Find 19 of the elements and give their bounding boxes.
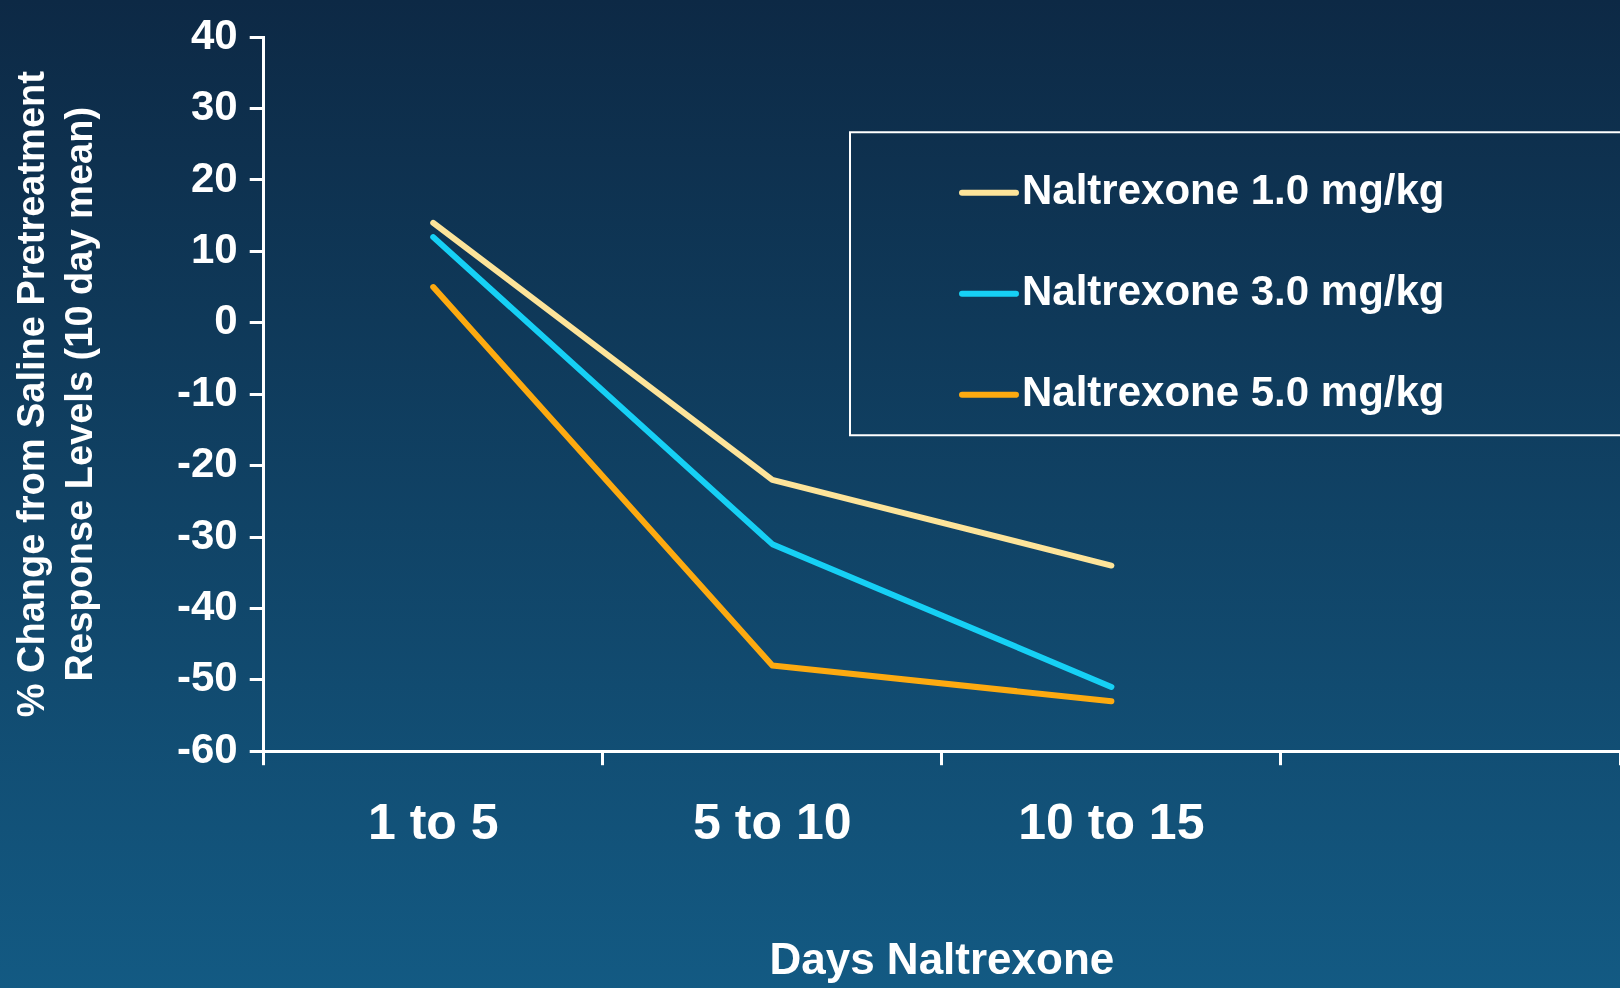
x-axis-title: Days Naltrexone [769,933,1115,983]
y-tick-label: -10 [177,367,238,415]
legend-label: Naltrexone 1.0 mg/kg [1022,166,1445,214]
x-tick-label: 10 to 15 [1018,793,1205,850]
y-tick-label: -30 [177,510,238,558]
y-tick-label: 0 [214,296,238,344]
legend-label: Naltrexone 3.0 mg/kg [1022,267,1445,315]
y-axis-title: % Change from Saline Pretreatment Response Levels (10 day mean) [10,70,100,718]
y-tick-label: 20 [190,153,238,201]
y-tick-label: 30 [190,82,238,130]
x-tick-label: 1 to 5 [367,793,499,850]
x-tick-label: 5 to 10 [693,793,852,850]
y-tick-label: 10 [190,224,238,272]
y-tick-label: -40 [177,581,238,629]
y-tick-label: -50 [177,653,238,701]
legend-label: Naltrexone 5.0 mg/kg [1022,368,1445,416]
y-tick-label: 40 [190,10,238,58]
y-tick-label: -20 [177,439,238,487]
y-tick-label: -60 [177,724,238,772]
